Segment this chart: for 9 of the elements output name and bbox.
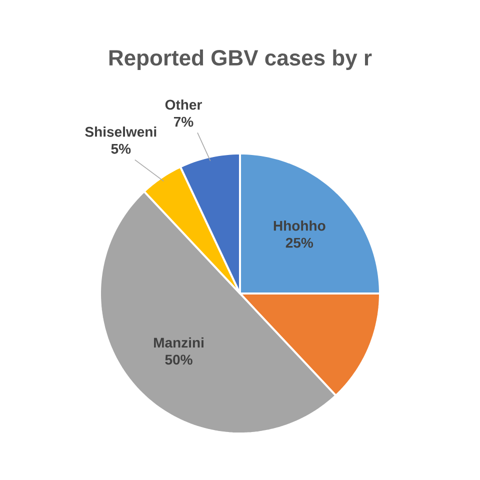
slice-label: Shiselweni [85,126,156,137]
slice-label: Other [165,99,202,110]
slice-label: Hhohho [274,220,326,231]
data-label: 25% [286,238,314,248]
slice-label: Manzini [154,337,204,348]
data-label: 5% [111,144,131,154]
data-label: 50% [165,354,192,365]
data-label: 7% [174,116,194,127]
chart-title: Reported GBV cases by r [109,49,372,70]
